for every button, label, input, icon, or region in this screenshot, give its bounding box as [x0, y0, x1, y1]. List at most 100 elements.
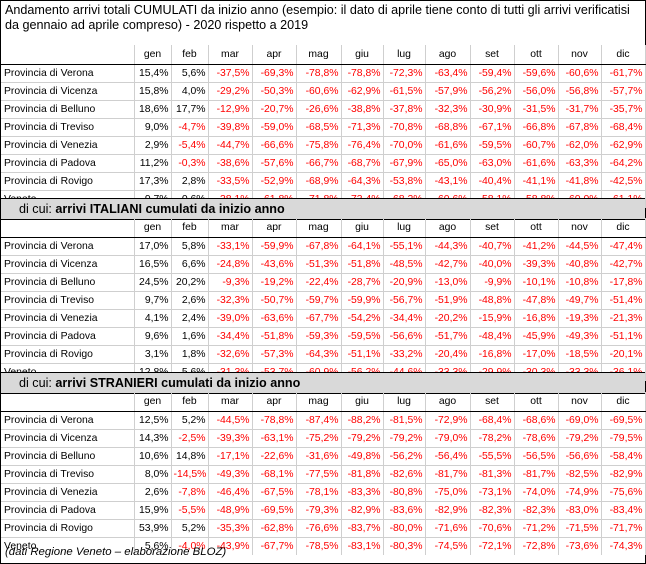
- value-cell: -20,1%: [601, 345, 646, 364]
- value-cell: 1,8%: [171, 345, 209, 364]
- value-cell: -44,5%: [558, 237, 602, 256]
- row-label: Provincia di Belluno: [1, 447, 135, 466]
- value-cell: -73,6%: [558, 537, 602, 555]
- value-cell: 4,0%: [171, 82, 209, 101]
- value-cell: 16,5%: [134, 255, 172, 274]
- value-cell: -33,2%: [383, 345, 426, 364]
- value-cell: -83,3%: [341, 483, 384, 502]
- value-cell: 2,9%: [134, 136, 172, 155]
- value-cell: -83,7%: [341, 519, 384, 538]
- value-cell: -60,6%: [558, 64, 602, 83]
- value-cell: -56,2%: [383, 447, 426, 466]
- value-cell: -2,5%: [171, 429, 209, 448]
- month-header: apr: [252, 218, 297, 238]
- value-cell: -63,4%: [425, 64, 471, 83]
- value-cell: -67,8%: [296, 237, 342, 256]
- value-cell: -10,1%: [514, 273, 559, 292]
- value-cell: 6,6%: [171, 255, 209, 274]
- value-cell: -81,7%: [514, 465, 559, 484]
- value-cell: -24,8%: [208, 255, 253, 274]
- value-cell: -16,8%: [514, 309, 559, 328]
- value-cell: -56,8%: [558, 82, 602, 101]
- value-cell: -33,1%: [208, 237, 253, 256]
- value-cell: -47,4%: [601, 237, 646, 256]
- value-cell: -7,8%: [171, 483, 209, 502]
- value-cell: -51,8%: [341, 255, 384, 274]
- value-cell: -59,4%: [470, 64, 515, 83]
- value-cell: -59,6%: [514, 64, 559, 83]
- value-cell: -79,5%: [601, 429, 646, 448]
- value-cell: -44,5%: [208, 411, 253, 430]
- table-row: Provincia di Rovigo 53,9% 5,2% -35,3% -62,8%…: [1, 519, 646, 538]
- table-row: Provincia di Verona 15,4% 5,6% -37,5% -69,3%…: [1, 64, 646, 83]
- value-cell: -10,8%: [558, 273, 602, 292]
- row-label: Provincia di Verona: [1, 411, 135, 430]
- value-cell: -63,0%: [470, 154, 515, 173]
- value-cell: 2,4%: [171, 309, 209, 328]
- value-cell: -79,0%: [425, 429, 471, 448]
- value-cell: -68,8%: [425, 118, 471, 137]
- value-cell: -61,6%: [425, 136, 471, 155]
- value-cell: -75,0%: [425, 483, 471, 502]
- table-row: Provincia di Venezia 2,6% -7,8% -46,4% -67,5…: [1, 483, 646, 502]
- month-header: feb: [171, 392, 209, 412]
- value-cell: -70,0%: [383, 136, 426, 155]
- value-cell: -37,5%: [208, 64, 253, 83]
- value-cell: -20,9%: [383, 273, 426, 292]
- value-cell: -68,5%: [296, 118, 342, 137]
- row-label: Provincia di Treviso: [1, 465, 135, 484]
- value-cell: -66,8%: [514, 118, 559, 137]
- value-cell: -40,0%: [470, 255, 515, 274]
- value-cell: -17,8%: [601, 273, 646, 292]
- value-cell: -53,8%: [383, 172, 426, 191]
- row-label: Provincia di Venezia: [1, 136, 135, 155]
- value-cell: -0,3%: [171, 154, 209, 173]
- value-cell: -82,5%: [558, 465, 602, 484]
- table-row: Provincia di Rovigo 3,1% 1,8% -32,6% -57,3% -…: [1, 345, 646, 364]
- value-cell: -49,3%: [208, 465, 253, 484]
- value-cell: 24,5%: [134, 273, 172, 292]
- value-cell: 5,6%: [171, 64, 209, 83]
- value-cell: -56,2%: [470, 82, 515, 101]
- value-cell: -72,9%: [425, 411, 471, 430]
- value-cell: -66,6%: [252, 136, 297, 155]
- value-cell: -4,7%: [171, 118, 209, 137]
- value-cell: -78,5%: [296, 537, 342, 555]
- value-cell: -79,2%: [383, 429, 426, 448]
- table-row: Provincia di Vicenza 16,5% 6,6% -24,8% -43,6…: [1, 255, 646, 274]
- month-header: dic: [601, 218, 646, 238]
- value-cell: 5,2%: [171, 519, 209, 538]
- value-cell: -71,5%: [558, 519, 602, 538]
- value-cell: -20,7%: [252, 100, 297, 119]
- value-cell: -60,7%: [514, 136, 559, 155]
- value-cell: -56,6%: [383, 327, 426, 346]
- value-cell: -71,3%: [341, 118, 384, 137]
- value-cell: -64,1%: [341, 237, 384, 256]
- section-prefix: di cui:: [19, 202, 56, 216]
- row-label: Provincia di Treviso: [1, 118, 135, 137]
- value-cell: -49,3%: [558, 327, 602, 346]
- value-cell: -72,1%: [470, 537, 515, 555]
- row-label: Provincia di Vicenza: [1, 82, 135, 101]
- value-cell: -51,1%: [601, 327, 646, 346]
- value-cell: 5,8%: [171, 237, 209, 256]
- section-title: arrivi ITALIANI cumulati da inizio anno: [55, 202, 285, 216]
- value-cell: 14,8%: [171, 447, 209, 466]
- value-cell: 12,5%: [134, 411, 172, 430]
- value-cell: -15,9%: [470, 309, 515, 328]
- value-cell: -20,2%: [425, 309, 471, 328]
- value-cell: -82,6%: [383, 465, 426, 484]
- value-cell: -63,6%: [252, 309, 297, 328]
- month-header: mag: [296, 218, 342, 238]
- month-header: ott: [514, 392, 559, 412]
- header-blank-cell: [1, 45, 135, 65]
- value-cell: -61,7%: [601, 64, 646, 83]
- value-cell: -68,6%: [514, 411, 559, 430]
- value-cell: -64,2%: [601, 154, 646, 173]
- value-cell: -87,4%: [296, 411, 342, 430]
- value-cell: -39,3%: [208, 429, 253, 448]
- section-header: di cui: arrivi STRANIERI cumulati da ini…: [1, 372, 645, 394]
- value-cell: -5,5%: [171, 501, 209, 520]
- value-cell: 2,8%: [171, 172, 209, 191]
- value-cell: -65,0%: [425, 154, 471, 173]
